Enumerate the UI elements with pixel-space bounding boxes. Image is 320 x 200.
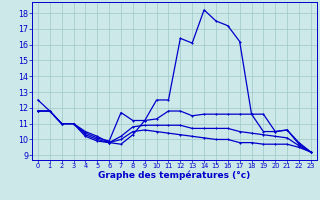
X-axis label: Graphe des températures (°c): Graphe des températures (°c) [98,171,251,180]
